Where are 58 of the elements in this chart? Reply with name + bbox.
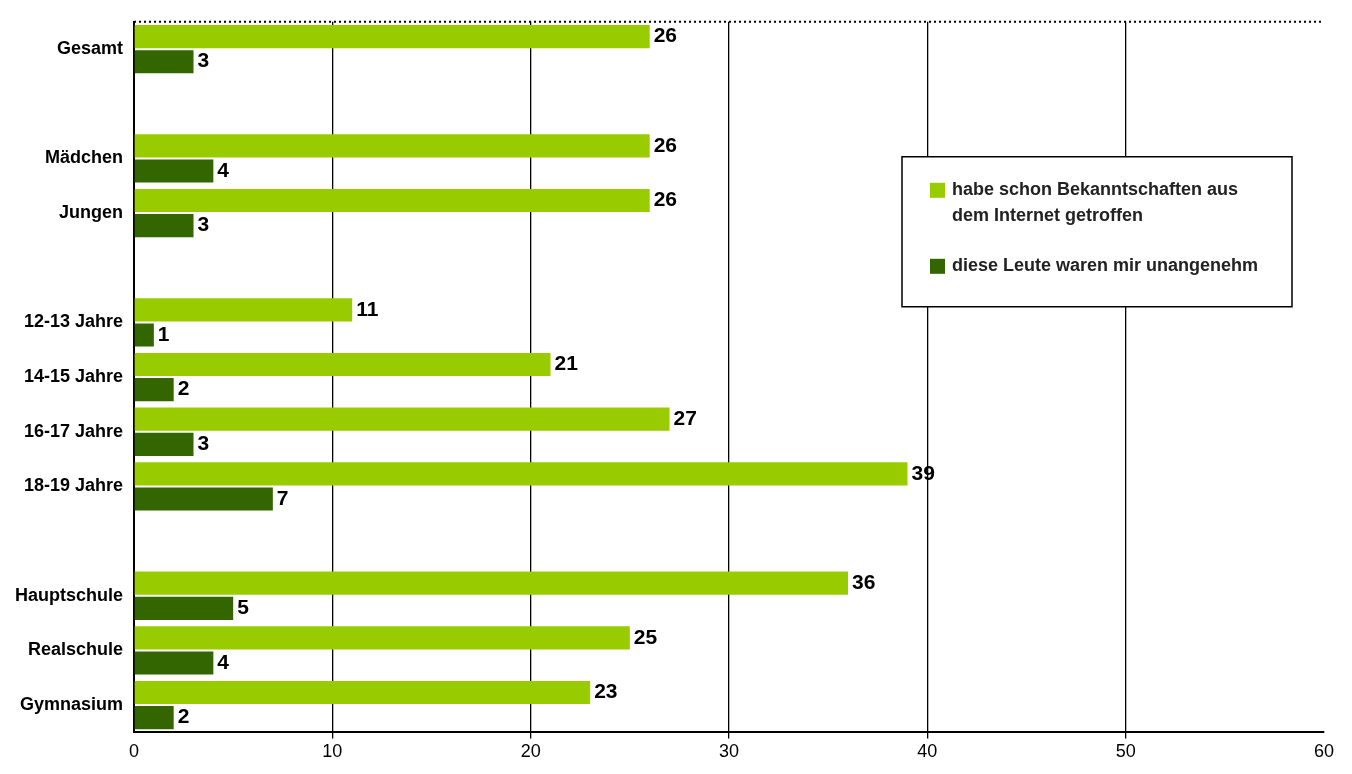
data-label: 3 — [197, 48, 210, 72]
y-tick-label: 18-19 Jahre — [23, 475, 124, 496]
y-tick-label: Jungen — [59, 202, 124, 223]
data-label: 26 — [653, 187, 678, 211]
y-tick-label: Mädchen — [45, 147, 124, 168]
bar — [134, 462, 908, 486]
x-tick-label: 60 — [1313, 741, 1335, 762]
y-tick-label: 12-13 Jahre — [23, 311, 124, 332]
bar — [134, 188, 650, 213]
bar — [134, 706, 174, 730]
data-label: 36 — [852, 569, 876, 593]
data-label: 4 — [217, 157, 230, 181]
x-tick-label: 0 — [129, 741, 140, 762]
data-label: 11 — [356, 296, 379, 320]
y-tick-label: Hauptschule — [14, 584, 124, 605]
bar — [134, 214, 194, 238]
data-label: 26 — [653, 23, 678, 47]
y-tick-label: 14-15 Jahre — [23, 366, 124, 387]
bar — [134, 596, 234, 620]
x-tick-label: 30 — [718, 741, 740, 762]
bar — [134, 571, 849, 595]
data-label: 3 — [197, 212, 210, 236]
bar — [134, 432, 194, 456]
data-label: 7 — [276, 485, 289, 509]
data-label: 2 — [177, 376, 190, 400]
bar — [134, 298, 353, 322]
bar — [134, 378, 174, 402]
bar — [134, 352, 551, 377]
bar — [134, 323, 154, 347]
y-tick-label: 16-17 Jahre — [23, 420, 124, 441]
bar — [134, 651, 214, 675]
data-label: 3 — [197, 431, 210, 455]
x-tick-label: 10 — [322, 741, 343, 762]
bar — [134, 159, 214, 183]
data-label: 2 — [177, 704, 190, 728]
bar — [134, 407, 670, 431]
data-label: 1 — [157, 321, 170, 345]
bar — [134, 680, 591, 705]
data-label: 5 — [237, 595, 250, 619]
data-label: 25 — [633, 624, 658, 648]
legend-label: diese Leute waren mir unangenehm — [952, 254, 1259, 275]
y-tick-label: Gymnasium — [19, 694, 124, 715]
y-tick-label: Realschule — [27, 639, 124, 660]
bar — [134, 487, 273, 511]
x-tick-label: 50 — [1115, 741, 1136, 762]
data-label: 23 — [594, 679, 618, 703]
y-tick-label: Gesamt — [56, 38, 124, 59]
bar — [134, 50, 194, 74]
bar — [134, 134, 650, 158]
data-label: 27 — [673, 405, 697, 429]
bar — [134, 24, 650, 49]
bar — [134, 626, 630, 650]
data-label: 4 — [217, 649, 230, 673]
legend-label: habe schon Bekanntschaften aus dem Internet getroffen — [952, 178, 1239, 225]
data-label: 26 — [653, 132, 678, 156]
x-tick-label: 40 — [917, 741, 938, 762]
data-label: 21 — [554, 351, 579, 375]
x-tick-label: 20 — [520, 741, 541, 762]
